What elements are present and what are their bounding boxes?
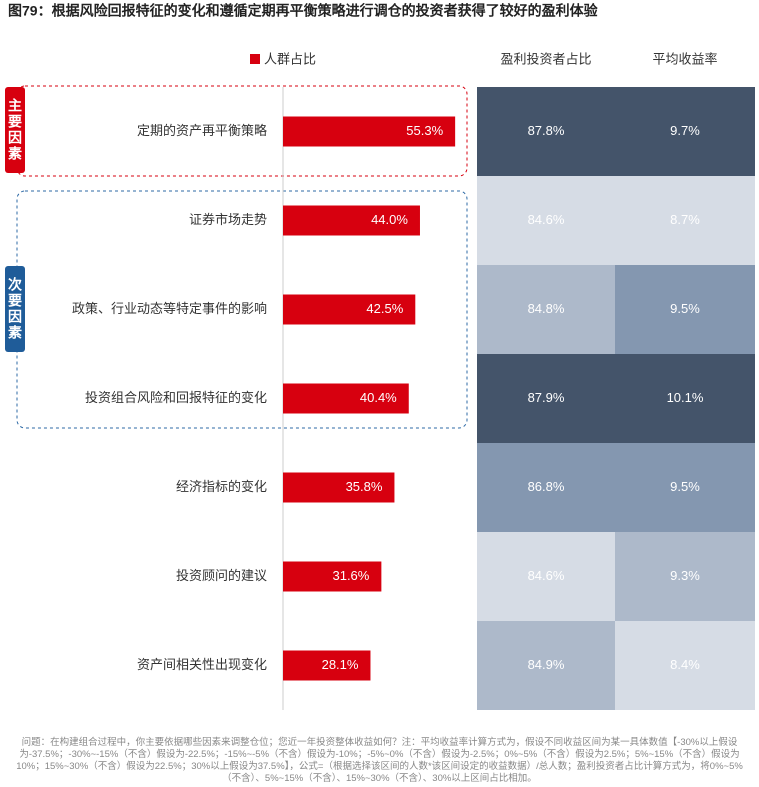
table-cell	[477, 265, 615, 354]
chart: 图79：根据风险回报特征的变化和遵循定期再平衡策略进行调仓的投资者获得了较好的盈…	[8, 3, 755, 710]
bar	[283, 383, 409, 414]
table-cell	[615, 176, 755, 265]
bar	[283, 294, 416, 325]
table-cell	[615, 354, 755, 443]
value-label: 28.1%	[322, 657, 359, 672]
value-label: 42.5%	[366, 301, 403, 316]
value-label: 55.3%	[406, 123, 443, 138]
cell-value: 87.8%	[528, 123, 565, 138]
cell-value: 9.7%	[670, 123, 700, 138]
table-cell	[615, 443, 755, 532]
table-cell	[615, 621, 755, 710]
category-label: 政策、行业动态等特定事件的影响	[72, 301, 267, 316]
legend-label: 人群占比	[264, 51, 316, 66]
bar	[283, 650, 371, 681]
bar	[283, 561, 382, 592]
table-cell	[477, 354, 615, 443]
cell-value: 9.5%	[670, 301, 700, 316]
category-label: 投资组合风险和回报特征的变化	[85, 390, 267, 405]
cell-value: 84.6%	[528, 568, 565, 583]
column-header: 平均收益率	[652, 51, 717, 66]
chart-title: 图79：根据风险回报特征的变化和遵循定期再平衡策略进行调仓的投资者获得了较好的盈…	[8, 3, 599, 19]
table-cell	[477, 87, 615, 176]
table-cell	[615, 265, 755, 354]
cell-value: 84.9%	[528, 657, 565, 672]
category-label: 定期的资产再平衡策略	[137, 123, 267, 138]
bar	[283, 472, 395, 503]
cell-value: 84.6%	[528, 212, 565, 227]
bar	[283, 205, 420, 236]
category-label: 证券市场走势	[189, 212, 267, 227]
group-tag: 次要因素	[5, 266, 25, 352]
value-label: 44.0%	[371, 212, 408, 227]
table-cell	[477, 443, 615, 532]
value-label: 31.6%	[332, 568, 369, 583]
table-cell	[615, 87, 755, 176]
value-label: 40.4%	[360, 390, 397, 405]
category-label: 投资顾问的建议	[176, 568, 267, 583]
category-label: 资产间相关性出现变化	[137, 657, 267, 672]
value-label: 35.8%	[346, 479, 383, 494]
bar	[283, 116, 456, 147]
cell-value: 9.3%	[670, 568, 700, 583]
column-header: 盈利投资者占比	[500, 51, 591, 66]
legend-swatch	[250, 54, 260, 64]
cell-value: 8.7%	[670, 212, 700, 227]
group-tag: 主要因素	[5, 87, 25, 173]
table-cell	[477, 532, 615, 621]
category-label: 经济指标的变化	[176, 479, 267, 494]
footnote: 问题：在构建组合过程中，你主要依据哪些因素来调整仓位；您近一年投资整体收益如何？…	[16, 737, 743, 784]
cell-value: 9.5%	[670, 479, 700, 494]
cell-value: 87.9%	[528, 390, 565, 405]
table-cell	[477, 176, 615, 265]
table-cell	[477, 621, 615, 710]
cell-value: 8.4%	[670, 657, 700, 672]
cell-value: 86.8%	[528, 479, 565, 494]
cell-value: 84.8%	[528, 301, 565, 316]
table-cell	[615, 532, 755, 621]
cell-value: 10.1%	[667, 390, 704, 405]
